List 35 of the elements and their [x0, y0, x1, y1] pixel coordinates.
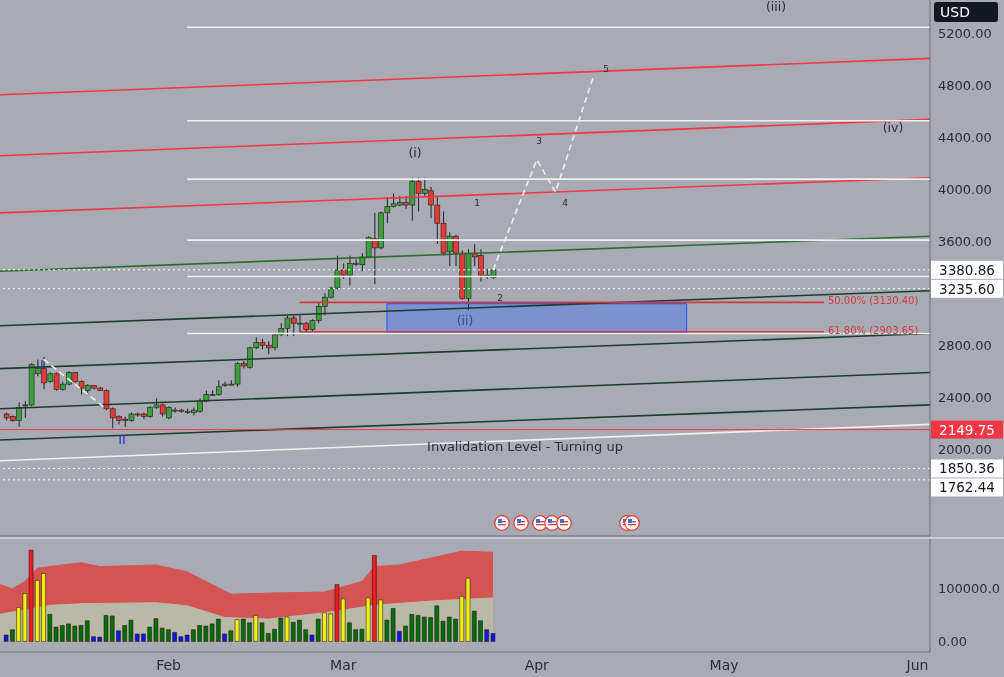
y-tick-label: 4000.00: [938, 182, 992, 198]
y-tick-label: 2800.00: [938, 337, 992, 353]
annotation: 5: [603, 64, 609, 75]
series-label: 50.00% (3130.40): [827, 295, 919, 307]
annotation: 2: [497, 293, 503, 304]
y-tick-label: 2000.00: [938, 441, 992, 457]
annotation: (i): [408, 145, 422, 161]
x-tick-label: May: [709, 656, 739, 673]
series-label: 61.80% (2903.65): [827, 324, 919, 336]
y-axis-title: USD: [940, 4, 970, 20]
x-tick-label: Apr: [524, 656, 550, 673]
y-tick-label: 5200.00: [938, 26, 992, 42]
annotation: 1: [474, 198, 480, 209]
x-tick-label: Jun: [905, 656, 929, 673]
ref-line-label: 2149.75: [939, 421, 995, 438]
y-tick-label: 4800.00: [938, 78, 992, 94]
ref-line-label: 1850.36: [939, 460, 995, 477]
x-tick-label: Feb: [156, 656, 182, 673]
annotation: (iii): [765, 0, 787, 15]
ref-line-label: 3235.60: [939, 280, 995, 297]
ref-line-label: 3380.86: [939, 261, 995, 278]
y-tick-label: 3600.00: [938, 234, 992, 250]
x-tick-label: Mar: [330, 656, 357, 673]
y-tick-label: 100000.0: [938, 580, 1001, 596]
annotation: 3: [536, 136, 542, 147]
annotation: (iv): [882, 120, 904, 136]
y-tick-label: 2400.00: [938, 389, 992, 405]
annotation: (ii): [456, 313, 474, 329]
ref-line-label: 1762.44: [939, 479, 995, 496]
y-tick-label: 0.00: [938, 634, 967, 649]
y-tick-label: 4400.00: [938, 130, 992, 146]
annotation: I: [40, 356, 44, 373]
annotation: II: [118, 431, 126, 448]
annotation: Invalidation Level - Turning up: [427, 438, 623, 455]
annotation: 4: [562, 198, 568, 209]
